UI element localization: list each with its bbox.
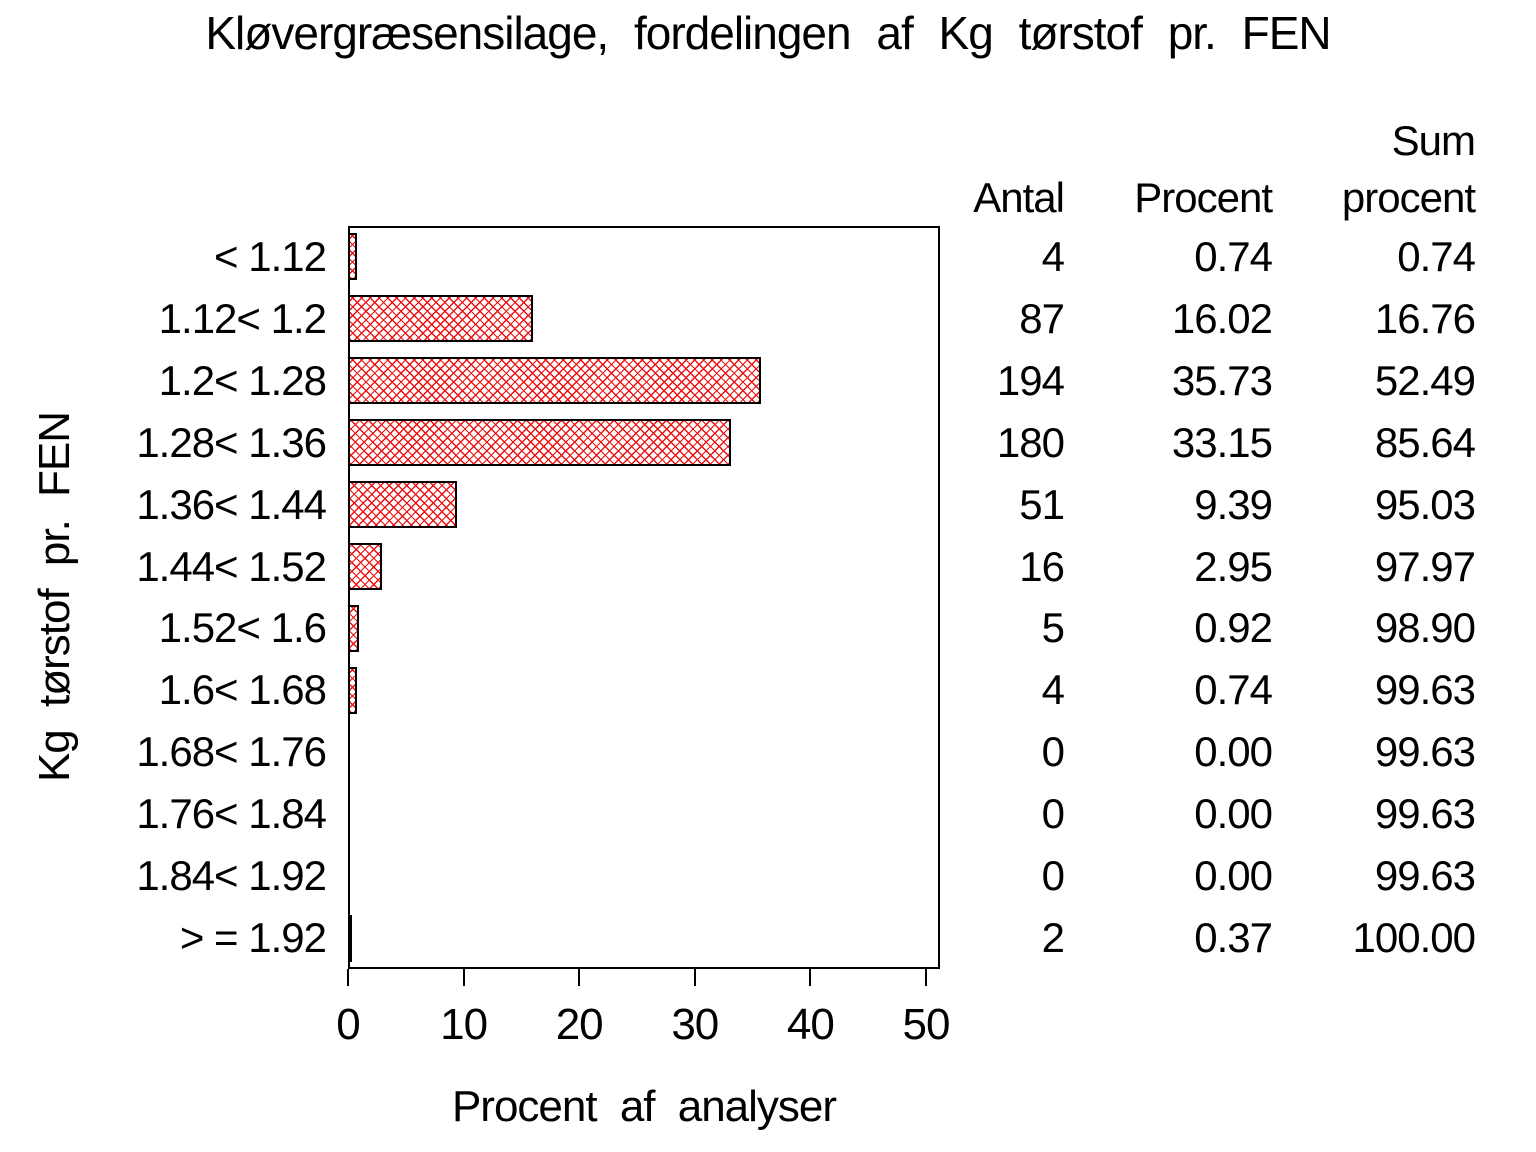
- table-cell: 0.00: [1194, 728, 1273, 776]
- table-cell: 0.92: [1194, 604, 1273, 652]
- bar: [348, 233, 357, 281]
- x-tick-label: 0: [336, 1000, 360, 1049]
- table-cell: 16.02: [1171, 294, 1273, 342]
- category-label: 1.12< 1.2: [158, 294, 327, 342]
- bar: [348, 914, 353, 962]
- table-cell: 4: [1041, 666, 1065, 714]
- table-cell: 0.00: [1194, 852, 1273, 900]
- x-tick: [809, 969, 812, 986]
- table-cell: 0.00: [1194, 790, 1273, 838]
- column-header-procent: Procent: [1134, 174, 1273, 221]
- bar: [348, 604, 359, 652]
- table-cell: 194: [996, 356, 1065, 404]
- bar: [348, 357, 762, 405]
- category-label: 1.6< 1.68: [158, 666, 327, 714]
- category-label: 1.76< 1.84: [136, 790, 327, 838]
- category-label: 1.52< 1.6: [158, 604, 327, 652]
- table-cell: 35.73: [1171, 356, 1273, 404]
- category-label: > = 1.92: [179, 914, 327, 962]
- table-cell: 5: [1041, 604, 1065, 652]
- table-cell: 4: [1041, 232, 1065, 280]
- table-cell: 180: [996, 418, 1065, 466]
- bar: [348, 543, 383, 591]
- table-cell: 85.64: [1374, 418, 1476, 466]
- category-label: 1.36< 1.44: [136, 480, 327, 528]
- table-cell: 97.97: [1374, 542, 1476, 590]
- table-cell: 0: [1041, 728, 1065, 776]
- table-cell: 0: [1041, 790, 1065, 838]
- column-header-antal: Antal: [973, 174, 1065, 221]
- category-label: 1.84< 1.92: [136, 852, 327, 900]
- table-cell: 51: [1019, 480, 1065, 528]
- x-tick-label: 30: [671, 1000, 719, 1049]
- table-cell: 2: [1041, 914, 1065, 962]
- table-cell: 99.63: [1374, 790, 1476, 838]
- table-cell: 0.74: [1194, 232, 1273, 280]
- x-axis-title: Procent af analyser: [451, 1082, 837, 1131]
- x-tick-label: 10: [440, 1000, 488, 1049]
- x-tick-label: 40: [786, 1000, 835, 1049]
- category-label: < 1.12: [214, 232, 327, 280]
- table-cell: 98.90: [1374, 604, 1476, 652]
- category-label: 1.44< 1.52: [136, 542, 327, 590]
- table-cell: 95.03: [1374, 480, 1476, 528]
- x-tick-label: 20: [555, 1000, 604, 1049]
- table-cell: 0.74: [1397, 232, 1476, 280]
- table-cell: 52.49: [1374, 356, 1476, 404]
- category-label: 1.28< 1.36: [136, 418, 327, 466]
- table-cell: 0: [1041, 852, 1065, 900]
- bar: [348, 481, 457, 529]
- x-tick: [693, 969, 696, 986]
- bar: [348, 419, 732, 467]
- table-cell: 0.74: [1194, 666, 1273, 714]
- table-cell: 99.63: [1374, 728, 1476, 776]
- table-cell: 99.63: [1374, 666, 1476, 714]
- table-cell: 9.39: [1194, 480, 1273, 528]
- column-header-sum-procent: Sum procent: [1341, 117, 1476, 221]
- category-label: 1.2< 1.28: [158, 356, 327, 404]
- table-cell: 0.37: [1194, 914, 1273, 962]
- table-cell: 33.15: [1171, 418, 1273, 466]
- x-tick: [347, 969, 349, 986]
- category-label: 1.68< 1.76: [136, 728, 327, 776]
- bar: [348, 666, 357, 714]
- table-cell: 2.95: [1194, 542, 1273, 590]
- x-tick: [462, 969, 465, 986]
- x-tick-label: 50: [902, 1000, 951, 1049]
- x-tick: [578, 969, 581, 986]
- table-cell: 87: [1019, 294, 1065, 342]
- x-tick: [925, 969, 927, 986]
- table-cell: 16.76: [1374, 294, 1476, 342]
- chart-title: Kløvergræsensilage, fordelingen af Kg tø…: [205, 7, 1331, 59]
- table-cell: 100.00: [1352, 914, 1476, 962]
- table-cell: 16: [1019, 542, 1065, 590]
- table-cell: 99.63: [1374, 852, 1476, 900]
- bar: [348, 295, 534, 343]
- plot-area: [348, 226, 940, 969]
